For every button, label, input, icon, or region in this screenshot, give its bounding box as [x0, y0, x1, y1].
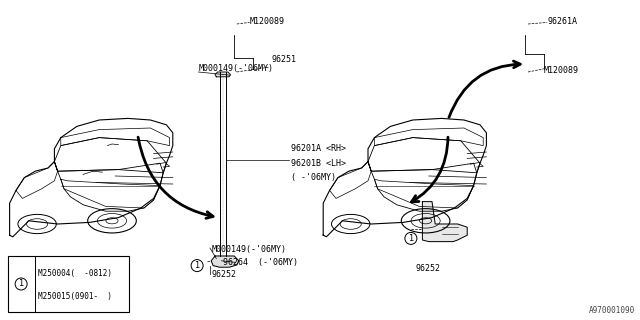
Text: M250004(  -0812): M250004( -0812): [38, 269, 111, 278]
Text: 96261A: 96261A: [547, 17, 577, 26]
Text: M000149(-'06MY): M000149(-'06MY): [211, 245, 286, 254]
Text: 96252: 96252: [211, 270, 236, 279]
FancyArrowPatch shape: [412, 137, 448, 202]
Polygon shape: [16, 162, 58, 198]
FancyArrowPatch shape: [138, 137, 213, 218]
Polygon shape: [54, 138, 166, 173]
Text: 96201A <RH>: 96201A <RH>: [291, 144, 346, 153]
Polygon shape: [61, 179, 160, 208]
Text: M000149(-'06MY): M000149(-'06MY): [198, 64, 273, 73]
Text: 96264  (-'06MY): 96264 (-'06MY): [223, 258, 298, 267]
Text: 96201B <LH>: 96201B <LH>: [291, 159, 346, 168]
Polygon shape: [54, 162, 163, 211]
FancyBboxPatch shape: [8, 256, 129, 312]
Text: 1: 1: [19, 279, 24, 289]
Text: A970001090: A970001090: [589, 306, 635, 315]
Text: 96252: 96252: [415, 264, 440, 273]
Polygon shape: [61, 128, 170, 146]
Text: 1: 1: [408, 234, 413, 243]
Polygon shape: [374, 179, 474, 208]
Polygon shape: [330, 162, 371, 198]
Polygon shape: [374, 128, 483, 146]
Polygon shape: [368, 162, 477, 211]
Polygon shape: [10, 118, 173, 237]
Text: M120089: M120089: [544, 66, 579, 75]
Polygon shape: [323, 118, 486, 237]
FancyArrowPatch shape: [449, 61, 520, 117]
Polygon shape: [422, 202, 467, 242]
Text: M250015(0901-  ): M250015(0901- ): [38, 292, 111, 301]
Text: M120089: M120089: [250, 17, 285, 26]
Text: 96251: 96251: [272, 55, 297, 64]
Text: 1: 1: [195, 261, 200, 270]
Polygon shape: [215, 72, 230, 77]
Polygon shape: [211, 256, 239, 267]
Text: ( -'06MY): ( -'06MY): [291, 173, 336, 182]
Polygon shape: [368, 138, 480, 173]
